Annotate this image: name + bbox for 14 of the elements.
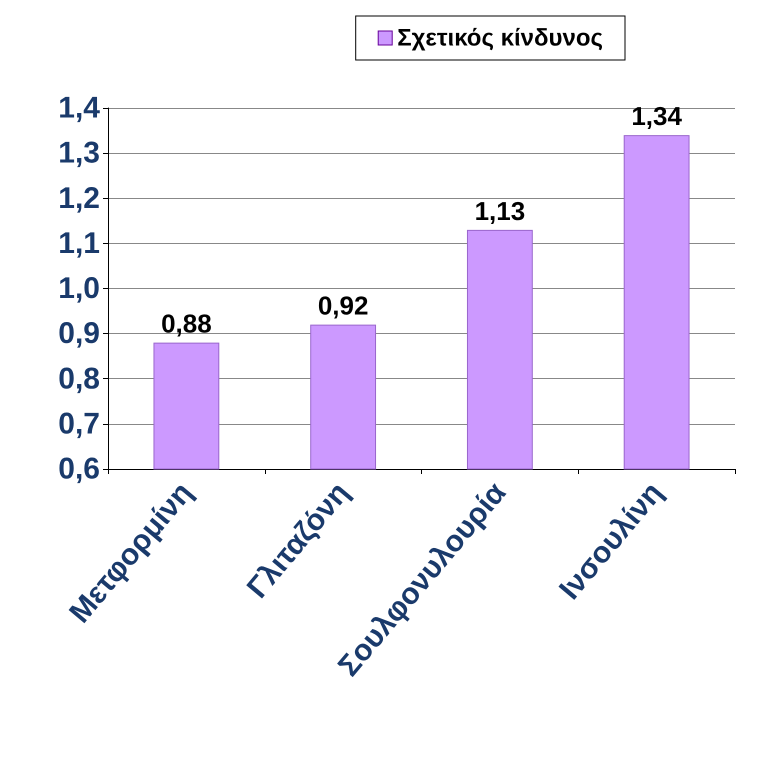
data-label: 1,13 — [474, 196, 526, 226]
data-label: 0,92 — [318, 290, 368, 321]
y-tick-label: 1,2 — [58, 182, 100, 215]
data-label: 0,88 — [161, 308, 212, 339]
y-tick-label: 0,9 — [58, 317, 100, 350]
y-tick-label: 0,8 — [58, 362, 100, 396]
y-tick-label: 1,1 — [58, 226, 100, 260]
y-tick-label: 1,4 — [58, 92, 100, 124]
y-tick-label: 1,3 — [58, 136, 100, 170]
legend-label: Σχετικός κίνδυνος — [397, 24, 604, 52]
data-label: 1,34 — [631, 101, 682, 132]
y-tick-label: 0,6 — [58, 452, 100, 486]
y-tick-label: 1,0 — [58, 272, 100, 305]
y-tick-label: 0,7 — [58, 407, 100, 440]
